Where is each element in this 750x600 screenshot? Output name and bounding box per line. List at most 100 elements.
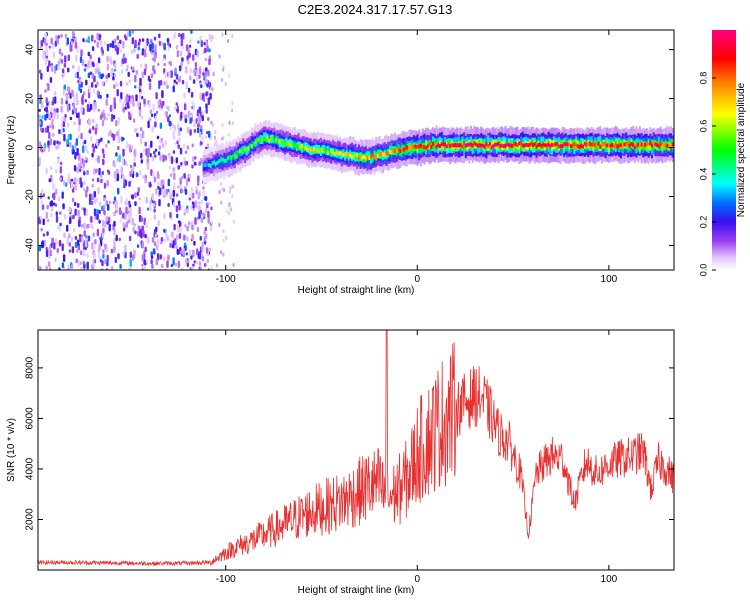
noise-cell [145,222,148,229]
ridge-cell [297,141,300,150]
noise-cell [189,129,192,136]
ridge-cell [637,142,640,147]
ridge-cell [442,142,445,146]
ridge-cell [289,142,291,147]
noise-cell [175,245,178,250]
noise-cell [220,200,223,205]
noise-cell [162,154,165,163]
noise-cell [181,267,184,270]
noise-cell [55,188,58,195]
noise-cell [204,226,207,232]
noise-cell [86,104,90,112]
ridge-cell [237,150,240,155]
noise-cell [131,144,134,151]
noise-cell [102,249,105,254]
noise-cell [140,216,143,222]
noise-cell [90,200,94,206]
noise-cell [131,165,135,171]
noise-cell [66,86,70,92]
ridge-cell [409,146,412,150]
page-title: C2E3.2024.317.17.57.G13 [297,2,453,17]
ridge-cell [206,162,209,167]
ridge-cell [607,143,610,147]
noise-cell [112,200,116,205]
noise-cell [149,109,153,115]
noise-cell [40,40,44,47]
noise-cell [88,130,91,133]
noise-cell [97,108,100,112]
ridge-cell [323,147,326,152]
noise-cell [69,217,72,224]
noise-cell [45,48,49,57]
noise-cell [86,65,89,70]
noise-cell [46,205,49,210]
noise-cell [91,34,94,42]
noise-cell [197,192,201,199]
ridge-cell [399,149,402,153]
bottom-x-axis-label: Height of straight line (km) [298,585,415,596]
noise-cell [132,100,135,107]
ridge-cell [252,141,255,146]
noise-cell [88,224,92,228]
noise-cell [45,249,49,258]
noise-cell [228,73,231,78]
noise-cell [180,189,184,194]
noise-cell [188,173,191,179]
noise-cell [141,225,144,232]
noise-cell [154,121,157,128]
noise-cell [125,206,128,215]
noise-cell [204,57,207,62]
noise-cell [115,152,118,157]
noise-cell [159,187,162,196]
ridge-cell [301,143,303,148]
noise-cell [69,116,73,121]
noise-cell [186,259,190,264]
ridge-cell [318,149,321,154]
ridge-cell [504,143,507,148]
noise-cell [169,212,172,218]
noise-cell [119,39,122,45]
noise-cell [196,50,199,58]
noise-cell [114,256,117,263]
noise-cell [86,169,89,176]
noise-cell [199,35,202,41]
noise-cell [133,162,136,167]
ridge-cell [545,143,548,148]
noise-cell [141,130,145,139]
noise-cell [61,74,64,78]
noise-cell [82,252,86,257]
noise-cell [70,236,73,242]
noise-cell [98,71,101,79]
noise-cell [139,127,143,132]
ridge-cell [613,144,616,149]
noise-cell [101,73,105,78]
noise-cell [103,197,106,202]
top-y-axis-label: Frequency (Hz) [6,116,17,185]
noise-cell [155,110,159,115]
noise-cell [72,214,75,220]
ridge-cell [514,141,517,151]
ridge-cell [264,132,267,141]
noise-cell [198,261,202,266]
ridge-cell [544,143,547,148]
noise-cell [167,203,170,207]
ridge-cell [651,143,653,148]
ridge-cell [344,151,347,161]
ridge-cell [576,144,579,149]
noise-cell [122,53,126,59]
ridge-cell [397,147,400,152]
noise-cell [207,210,210,218]
noise-cell [154,154,157,158]
ridge-cell [666,144,669,148]
ridge-cell [468,142,471,147]
ridge-cell [494,142,497,147]
noise-cell [139,133,143,138]
noise-cell [173,135,176,140]
ridge-cell [495,142,498,147]
noise-cell [96,41,99,48]
noise-cell [38,157,41,166]
ridge-cell [438,144,441,148]
noise-cell [124,179,128,187]
noise-cell [114,44,118,52]
